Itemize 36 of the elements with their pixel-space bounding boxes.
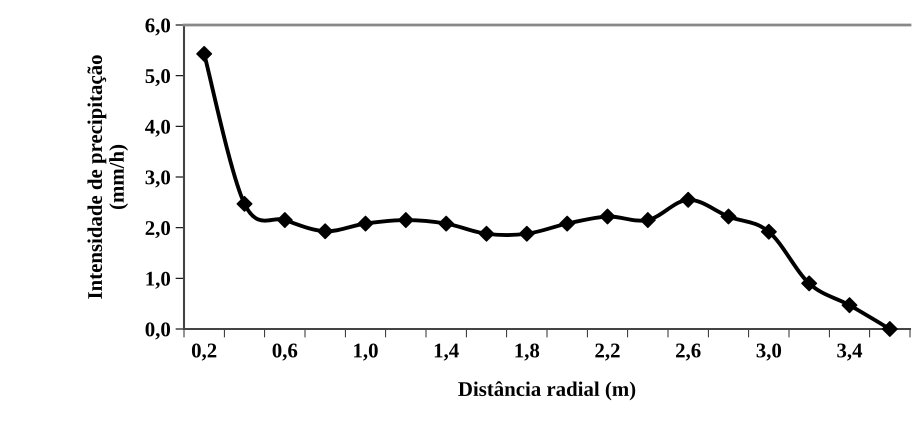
point: [720, 208, 736, 224]
y-tick-label: 4,0: [145, 120, 170, 137]
y-tick-label: 1,0: [146, 272, 170, 289]
y-tick-label: 6,0: [145, 18, 170, 36]
x-tick-label: 2,2: [595, 344, 620, 361]
point: [438, 216, 454, 232]
point: [236, 196, 252, 212]
x-tick-label: 0,2: [192, 343, 216, 361]
point: [842, 297, 858, 314]
point: [882, 321, 898, 337]
point: [518, 226, 535, 242]
point: [640, 212, 656, 228]
x-tick-label: 3,0: [756, 343, 782, 361]
y-tick-label: 5,0: [146, 69, 170, 86]
x-tick-label: 1,8: [515, 343, 540, 361]
point: [276, 212, 293, 228]
x-tick-label: 1,0: [354, 343, 378, 361]
point: [358, 216, 374, 232]
point: [600, 208, 616, 224]
y-tick-label: 3,0: [146, 170, 170, 188]
y-tick-label: 2,0: [146, 221, 170, 238]
x-axis-title: Distância radial (m): [458, 381, 636, 400]
x-tick-label: 2,6: [676, 344, 701, 361]
x-tick-label: 0,6: [272, 343, 298, 361]
y-axis-title: Intensidade de precipitação (mm/h): [87, 55, 128, 299]
point: [801, 275, 818, 292]
x-tick-label: 3,4: [837, 344, 862, 361]
point: [760, 224, 777, 240]
point: [317, 223, 334, 240]
point: [559, 216, 576, 232]
x-tick-label: 1,4: [434, 344, 459, 361]
point: [680, 192, 696, 208]
y-tick-label: 0,0: [146, 322, 170, 340]
point: [196, 46, 212, 62]
point: [398, 212, 414, 228]
point: [478, 226, 494, 242]
